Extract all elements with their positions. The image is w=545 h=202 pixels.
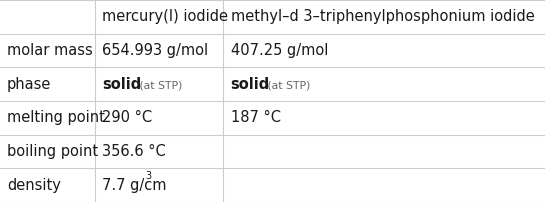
Text: 290 °C: 290 °C: [102, 110, 153, 125]
Text: melting point: melting point: [7, 110, 105, 125]
Text: solid: solid: [102, 77, 142, 92]
Text: density: density: [7, 178, 61, 193]
Text: 654.993 g/mol: 654.993 g/mol: [102, 43, 209, 58]
Text: (at STP): (at STP): [136, 80, 183, 90]
Text: boiling point: boiling point: [7, 144, 98, 159]
Text: 3: 3: [146, 171, 152, 181]
Text: 407.25 g/mol: 407.25 g/mol: [231, 43, 328, 58]
Text: 187 °C: 187 °C: [231, 110, 281, 125]
Text: 356.6 °C: 356.6 °C: [102, 144, 166, 159]
Text: phase: phase: [7, 77, 51, 92]
Text: solid: solid: [231, 77, 270, 92]
Text: mercury(I) iodide: mercury(I) iodide: [102, 9, 228, 24]
Text: 7.7 g/cm: 7.7 g/cm: [102, 178, 167, 193]
Text: (at STP): (at STP): [264, 80, 311, 90]
Text: methyl–d 3–triphenylphosphonium iodide: methyl–d 3–triphenylphosphonium iodide: [231, 9, 534, 24]
Text: molar mass: molar mass: [7, 43, 93, 58]
